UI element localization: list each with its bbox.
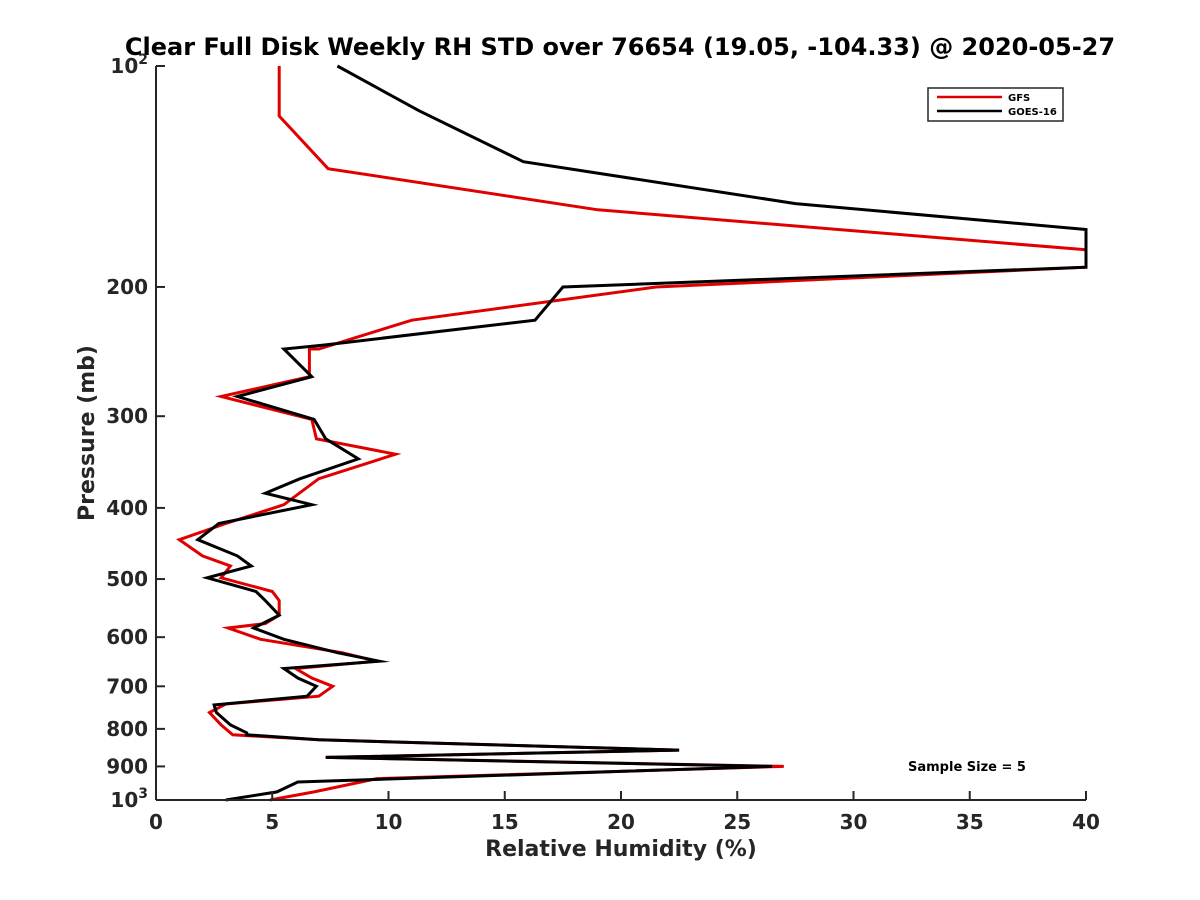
- x-tick-label: 10: [375, 810, 403, 834]
- y-tick-label: 200: [106, 275, 148, 299]
- x-tick-label: 35: [956, 810, 984, 834]
- y-tick-label: 600: [106, 625, 148, 649]
- y-tick-label: 300: [106, 404, 148, 428]
- legend-box: [927, 87, 1064, 122]
- legend-label-goes16: GOES-16: [1008, 107, 1057, 118]
- x-axis-ticks: 0 5 10 15 20 25 30 35 40: [149, 791, 1100, 834]
- y-tick-label: 800: [106, 717, 148, 741]
- y-tick-label: 103: [110, 786, 148, 812]
- y-axis-label: Pressure (mb): [75, 345, 100, 521]
- x-tick-label: 5: [265, 810, 279, 834]
- chart-title: Clear Full Disk Weekly RH STD over 76654…: [125, 33, 1115, 61]
- y-tick-label: 700: [106, 674, 148, 698]
- series-line-gfs: [176, 66, 1088, 802]
- x-tick-label: 25: [723, 810, 751, 834]
- legend-label-gfs: GFS: [1008, 93, 1030, 104]
- sample-size-annotation: Sample Size = 5: [908, 760, 1026, 775]
- y-tick-label: 500: [106, 567, 148, 591]
- legend: GFS GOES-16: [927, 87, 1064, 122]
- series-layer: [176, 64, 1088, 802]
- x-tick-label: 15: [491, 810, 519, 834]
- x-tick-label: 30: [840, 810, 868, 834]
- plot-area: [155, 64, 1088, 802]
- y-tick-label: 102: [110, 52, 148, 78]
- series-line-goes16: [194, 64, 1088, 802]
- x-tick-label: 20: [607, 810, 635, 834]
- x-tick-label: 0: [149, 810, 163, 834]
- x-tick-label: 40: [1072, 810, 1100, 834]
- y-tick-label: 900: [106, 754, 148, 778]
- x-axis-label: Relative Humidity (%): [485, 837, 757, 862]
- y-tick-label: 400: [106, 496, 148, 520]
- y-axis-ticks: 102 200 300 400 500 600 700 800 900 103: [106, 52, 165, 812]
